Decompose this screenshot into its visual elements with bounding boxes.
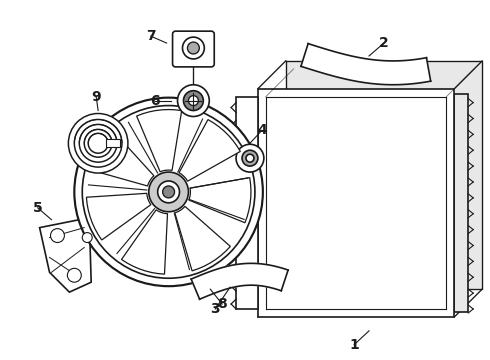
Circle shape [50, 229, 64, 243]
Text: 6: 6 [150, 94, 160, 108]
Text: 2: 2 [379, 36, 389, 50]
Bar [236, 96, 258, 309]
Polygon shape [175, 206, 230, 271]
Polygon shape [122, 210, 168, 274]
Circle shape [74, 98, 263, 286]
FancyBboxPatch shape [172, 31, 214, 67]
Polygon shape [179, 120, 240, 181]
Bar [454, 94, 468, 312]
Text: 5: 5 [33, 201, 43, 215]
Text: 4: 4 [257, 123, 267, 138]
Polygon shape [189, 177, 251, 223]
Text: 3: 3 [210, 302, 220, 316]
Polygon shape [137, 109, 182, 172]
Text: 1: 1 [349, 338, 359, 352]
Circle shape [68, 268, 81, 282]
Circle shape [242, 150, 258, 166]
Circle shape [158, 181, 179, 203]
Circle shape [236, 144, 264, 172]
Circle shape [188, 42, 199, 54]
Text: 7: 7 [146, 29, 155, 43]
Circle shape [149, 172, 189, 212]
Circle shape [79, 125, 117, 162]
Polygon shape [86, 193, 151, 240]
Circle shape [182, 37, 204, 59]
Polygon shape [89, 131, 154, 186]
Bar [258, 89, 454, 317]
Polygon shape [40, 218, 91, 292]
Text: 8: 8 [217, 297, 227, 311]
Circle shape [69, 113, 128, 173]
Circle shape [74, 120, 122, 167]
Polygon shape [286, 61, 482, 289]
Circle shape [183, 91, 203, 111]
Circle shape [82, 233, 92, 243]
Polygon shape [301, 44, 431, 85]
Circle shape [177, 85, 209, 117]
Bar [106, 139, 120, 147]
Circle shape [163, 186, 174, 198]
Circle shape [88, 133, 108, 153]
Circle shape [84, 129, 112, 157]
Circle shape [246, 154, 254, 162]
Circle shape [82, 105, 255, 278]
Polygon shape [191, 264, 288, 299]
Text: 9: 9 [91, 90, 101, 104]
Circle shape [189, 96, 198, 105]
